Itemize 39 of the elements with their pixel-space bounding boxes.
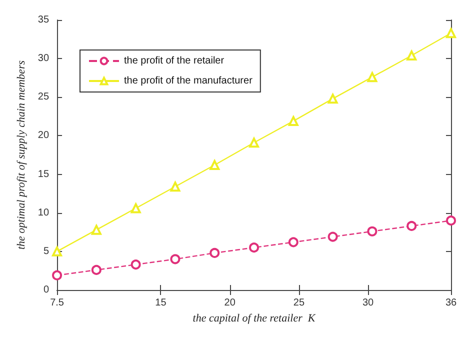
x-tick-label: 30 — [362, 298, 374, 308]
y-tick-label: 35 — [38, 14, 50, 26]
y-tick-label: 10 — [38, 207, 50, 218]
point — [170, 254, 180, 264]
x-tick-label: 36 — [445, 298, 457, 308]
x-tick-label: 7.5 — [50, 298, 64, 308]
x-axis-title: the capital of the retailer K — [192, 312, 316, 324]
point — [328, 232, 338, 242]
point — [91, 224, 102, 235]
point — [328, 94, 338, 104]
point — [130, 260, 141, 270]
point — [288, 237, 298, 248]
point — [170, 182, 180, 192]
x-tick-label: 25 — [293, 298, 305, 308]
point — [91, 264, 102, 275]
point — [367, 72, 378, 82]
y-tick-label: 5 — [43, 246, 50, 257]
point — [52, 270, 62, 280]
point — [210, 160, 220, 170]
y-tick-label: 20 — [38, 130, 50, 142]
point — [446, 28, 456, 38]
point — [446, 216, 456, 226]
legend-label: the profit of the retailer — [124, 56, 225, 66]
x-tick-label: 20 — [224, 298, 236, 308]
y-tick-label: 15 — [38, 168, 50, 180]
y-tick-label: 0 — [43, 284, 50, 296]
x-tick-label: 15 — [155, 298, 167, 308]
point — [406, 50, 417, 60]
point — [288, 116, 298, 126]
legend-label: the profit of the manufacturer — [124, 76, 254, 86]
y-tick-label: 30 — [38, 53, 50, 64]
point — [210, 248, 220, 258]
point — [130, 203, 141, 214]
y-axis-title: the optimal profit of supply chain members — [16, 60, 28, 250]
point — [406, 220, 417, 231]
point — [249, 138, 260, 148]
point — [249, 242, 260, 253]
y-tick-label: 25 — [38, 92, 50, 103]
point — [367, 226, 378, 236]
